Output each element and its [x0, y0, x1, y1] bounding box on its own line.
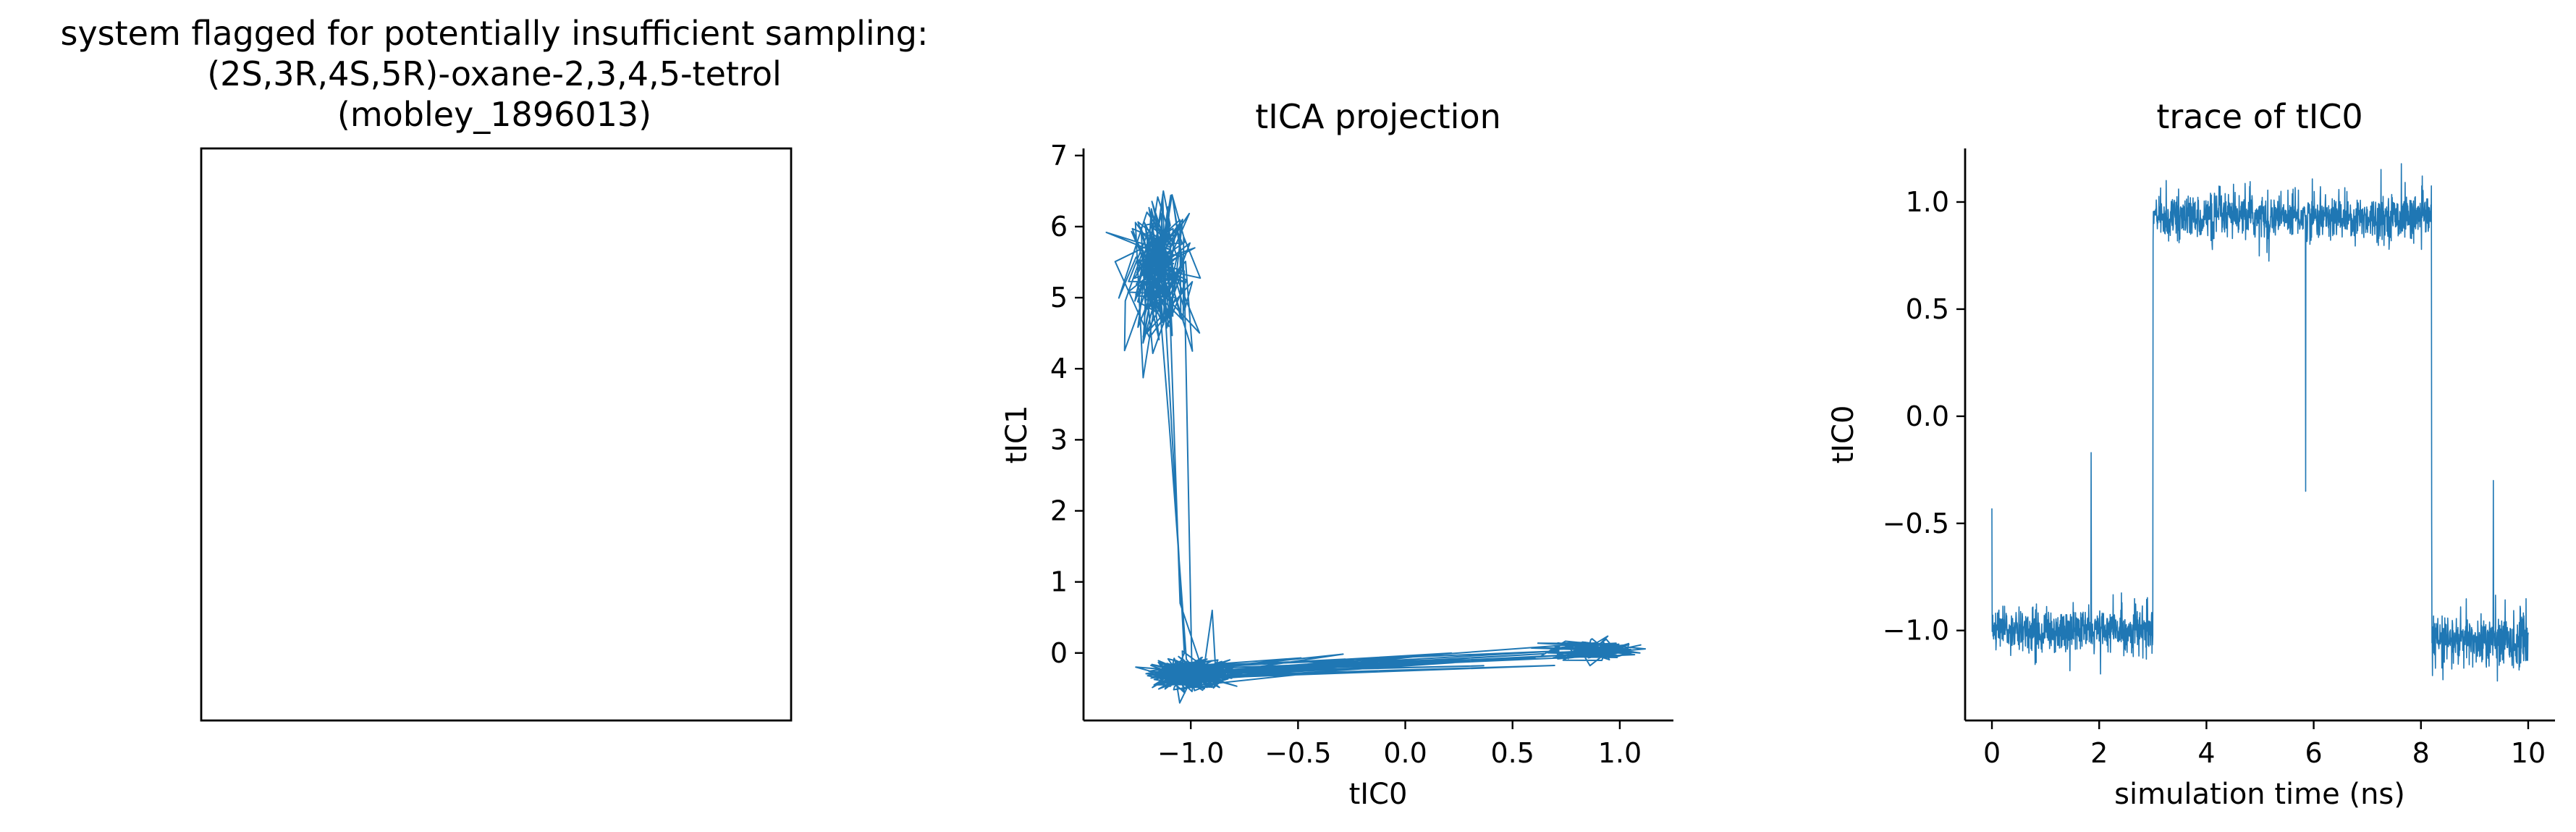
tica-projection-x-tick-label: 0.5: [1491, 737, 1534, 769]
tica-projection-y-ticks: 0 1 2 3 4 5 6 7: [1050, 140, 1084, 669]
tic0-trace-y-label: tIC0: [1827, 406, 1860, 464]
tica-projection-title: tICA projection: [1255, 97, 1501, 136]
tic0-trace-title: trace of tIC0: [2156, 97, 2362, 136]
tica-projection-plot: tICA projection −1.0 −0.5 0.0 0.5 1.0 0 1 2 3 4 5…: [1000, 97, 1673, 811]
figure-title-line-2: (2S,3R,4S,5R)-oxane-2,3,4,5-tetrol: [207, 54, 782, 93]
tic0-trace-x-ticks: 0 2 4 6 8 10: [1983, 720, 2546, 769]
tic0-trace-series-line: [1991, 163, 2529, 682]
tica-projection-y-tick-label: 3: [1050, 424, 1068, 455]
tic0-trace-x-tick-label: 4: [2197, 737, 2215, 769]
tica-projection-x-tick-label: 0.0: [1383, 737, 1427, 769]
molecule-image-panel: [200, 147, 793, 722]
tic0-trace-y-tick-label: −0.5: [1883, 508, 1949, 539]
tica-projection-y-tick-label: 5: [1050, 282, 1068, 314]
tica-projection-series-line: [1105, 190, 1647, 704]
figure-title-line-3: (mobley_1896013): [337, 95, 651, 134]
figure-title-line-1: system flagged for potentially insuffici…: [60, 14, 928, 53]
tic0-trace-x-label: simulation time (ns): [2114, 778, 2405, 811]
tica-projection-y-tick-label: 1: [1050, 566, 1068, 598]
tica-projection-x-tick-label: −1.0: [1157, 737, 1224, 769]
tica-projection-y-tick-label: 6: [1050, 211, 1068, 243]
tic0-trace-plot: trace of tIC0 0 2 4 6 8 10 −1.0−0.50.00.51.0 …: [1827, 97, 2555, 811]
tica-projection-y-tick-label: 4: [1050, 353, 1068, 385]
tica-projection-x-tick-label: 1.0: [1598, 737, 1642, 769]
tic0-trace-y-tick-label: 1.0: [1906, 186, 1949, 218]
tic0-trace-y-tick-label: −1.0: [1883, 615, 1949, 647]
tica-projection-y-tick-label: 7: [1050, 140, 1068, 172]
tica-projection-y-label: tIC1: [1000, 406, 1034, 464]
tica-projection-x-ticks: −1.0 −0.5 0.0 0.5 1.0: [1157, 720, 1642, 769]
tic0-trace-x-tick-label: 0: [1983, 737, 2001, 769]
tica-projection-x-label: tIC0: [1349, 778, 1408, 811]
tic0-trace-x-tick-label: 8: [2412, 737, 2430, 769]
tic0-trace-y-tick-label: 0.0: [1906, 400, 1949, 432]
figure-title: system flagged for potentially insuffici…: [60, 14, 928, 134]
tica-projection-y-tick-label: 0: [1050, 637, 1068, 669]
tica-projection-x-tick-label: −0.5: [1264, 737, 1331, 769]
tic0-trace-y-ticks: −1.0 −0.5 0.0 0.5 1.0: [1883, 186, 1965, 647]
tic0-trace-x-tick-label: 10: [2511, 737, 2546, 769]
tic0-trace-y-tick-label: 0.5: [1906, 293, 1949, 325]
tica-projection-y-tick-label: 2: [1050, 495, 1068, 526]
tic0-trace-x-tick-label: 2: [2090, 737, 2108, 769]
tic0-trace-x-tick-label: 6: [2305, 737, 2322, 769]
